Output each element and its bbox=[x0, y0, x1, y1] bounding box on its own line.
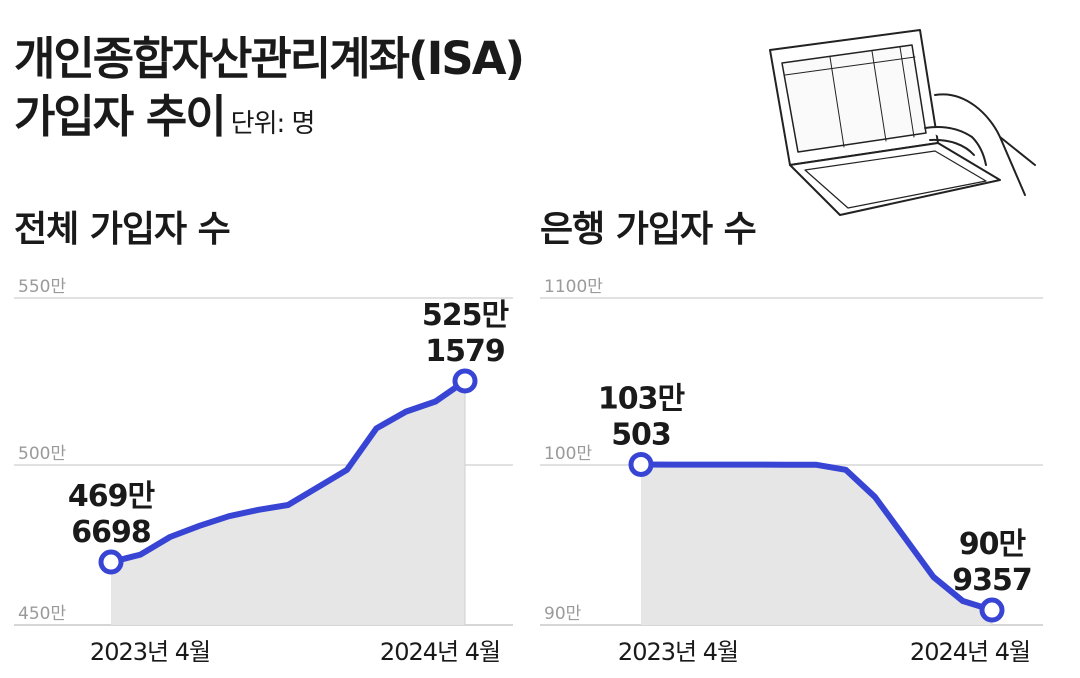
title-line-2: 가입자 추이 단위: 명 bbox=[14, 88, 523, 153]
y-tick-label: 450만 bbox=[18, 604, 66, 624]
data-point-marker bbox=[979, 597, 1005, 623]
series-line bbox=[108, 378, 468, 566]
page-title: 개인종합자산관리계좌(ISA) 가입자 추이 단위: 명 bbox=[14, 30, 525, 153]
data-point-marker bbox=[98, 549, 124, 575]
area-fill bbox=[641, 464, 992, 625]
left-chart-title: 전체 가입자 수 bbox=[14, 209, 231, 250]
laptop-hand-illustration bbox=[769, 29, 1036, 216]
data-label-value: 1579 bbox=[425, 334, 505, 369]
data-point-marker bbox=[628, 451, 654, 477]
data-label-value: 103만 bbox=[598, 381, 686, 416]
title-line-1: 개인종합자산관리계좌(ISA) bbox=[14, 32, 525, 85]
area-fill bbox=[111, 381, 465, 625]
x-tick-label: 2023년 4월 bbox=[618, 638, 738, 666]
y-tick-label: 90만 bbox=[544, 604, 582, 624]
y-tick-label: 550만 bbox=[18, 277, 66, 297]
title-line-2-text: 가입자 추이 bbox=[14, 90, 227, 143]
data-label-value: 90만 bbox=[959, 527, 1027, 562]
x-tick-label: 2023년 4월 bbox=[90, 638, 210, 666]
data-label-value: 469만 bbox=[68, 479, 156, 514]
y-tick-label: 100만 bbox=[544, 444, 592, 464]
data-label-value: 503 bbox=[611, 417, 671, 452]
data-point-marker bbox=[452, 368, 478, 394]
data-label-value: 9357 bbox=[952, 563, 1032, 598]
data-label-value: 525만 bbox=[422, 298, 510, 333]
right-chart-title: 은행 가입자 수 bbox=[540, 209, 757, 250]
y-tick-label: 1100만 bbox=[544, 277, 603, 297]
y-tick-label: 500만 bbox=[18, 444, 66, 464]
x-tick-label: 2024년 4월 bbox=[910, 638, 1030, 666]
unit-label: 단위: 명 bbox=[230, 109, 316, 139]
data-label-value: 6698 bbox=[71, 515, 151, 550]
x-tick-label: 2024년 4월 bbox=[380, 638, 500, 666]
series-line bbox=[638, 461, 995, 613]
